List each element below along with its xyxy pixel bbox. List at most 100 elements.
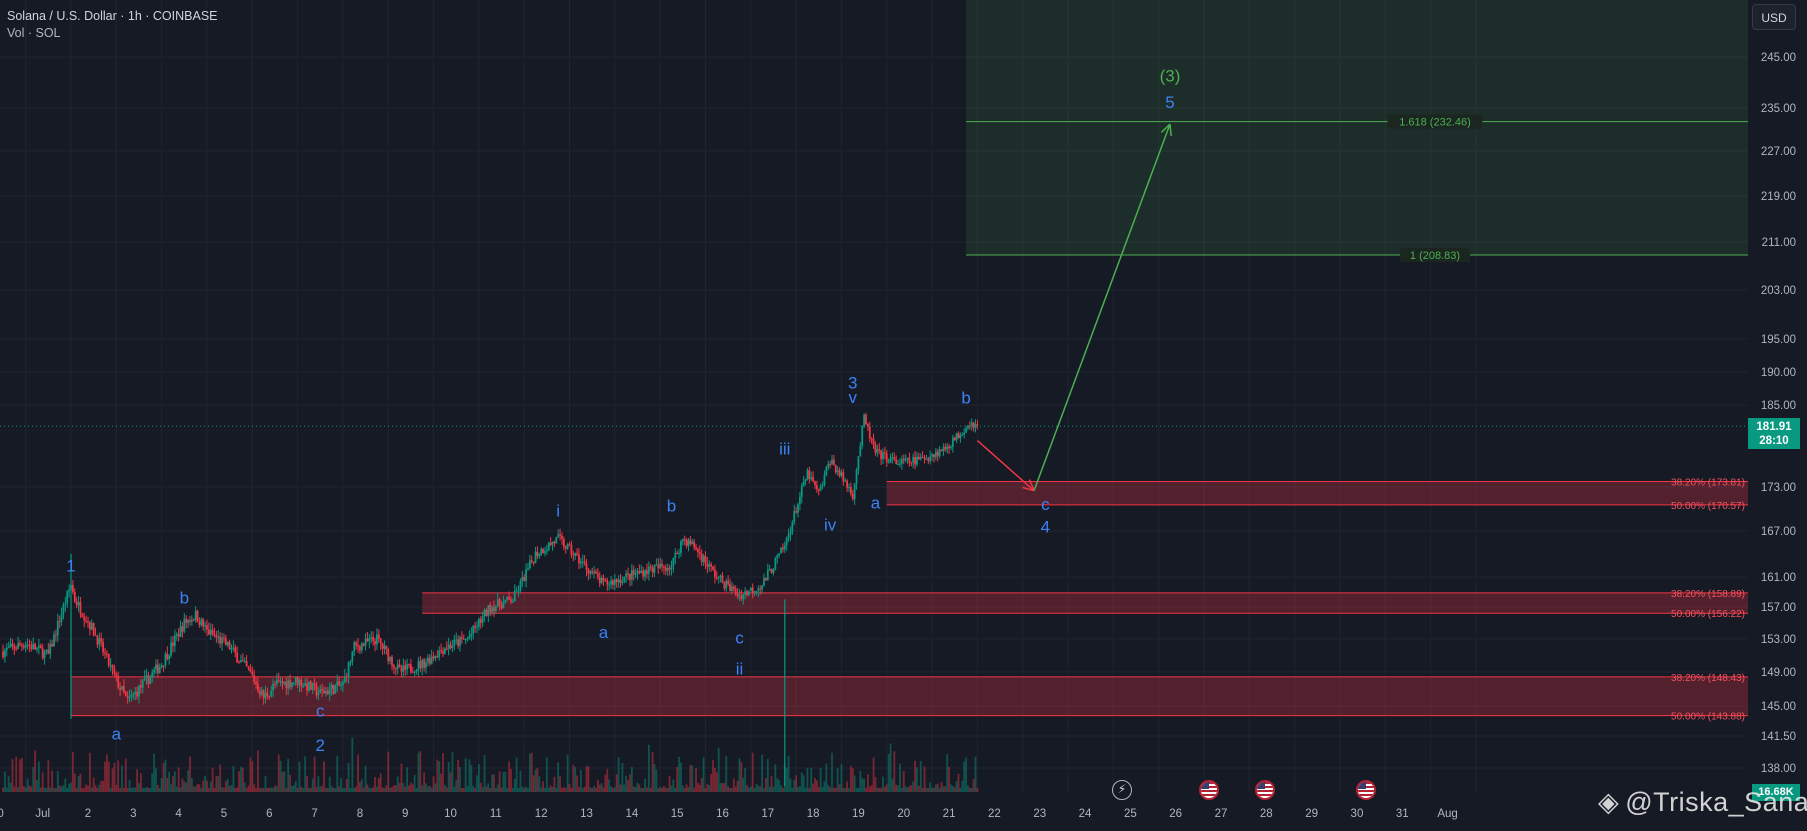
candle-body bbox=[41, 648, 44, 659]
candle-body bbox=[725, 580, 728, 589]
volume-bar bbox=[685, 784, 688, 792]
candle-body bbox=[268, 695, 271, 697]
candle-body bbox=[527, 568, 529, 570]
candle-body bbox=[302, 685, 305, 687]
candle-body bbox=[308, 681, 310, 691]
volume-bar bbox=[21, 757, 23, 792]
candle-body bbox=[289, 680, 291, 688]
volume-bar bbox=[296, 787, 299, 792]
candle-body bbox=[734, 588, 737, 594]
fib-zone-label: 38.20% (148.43) bbox=[1671, 673, 1745, 684]
candle-body bbox=[391, 656, 393, 666]
volume-bar bbox=[468, 759, 471, 792]
us-flag-event-icon[interactable] bbox=[1199, 780, 1219, 800]
candle-body bbox=[181, 626, 184, 632]
candle-body bbox=[245, 660, 248, 667]
volume-bar bbox=[430, 787, 433, 792]
candle-body bbox=[715, 577, 718, 579]
volume-bar bbox=[183, 781, 186, 792]
candle-body bbox=[861, 426, 864, 446]
volume-bar bbox=[287, 758, 290, 792]
candle-body bbox=[217, 636, 220, 638]
volume-bar bbox=[370, 787, 373, 792]
volume-bar bbox=[849, 766, 852, 792]
candle-body bbox=[432, 656, 435, 659]
volume-bar bbox=[236, 787, 239, 792]
volume-bar bbox=[255, 787, 257, 792]
price-tick: 145.00 bbox=[1761, 701, 1796, 713]
currency-button[interactable]: USD bbox=[1752, 4, 1796, 30]
candle-body bbox=[410, 664, 412, 672]
candle-body bbox=[619, 579, 622, 583]
volume-bar bbox=[15, 756, 18, 792]
volume-bar bbox=[528, 753, 531, 792]
volume-bar bbox=[139, 773, 142, 792]
candle-body bbox=[94, 634, 97, 636]
up-arrow-head bbox=[1160, 123, 1171, 133]
candle-body bbox=[883, 452, 886, 454]
time-tick: 14 bbox=[625, 808, 638, 820]
symbol-title[interactable]: Solana / U.S. Dollar · 1h · COINBASE bbox=[7, 9, 218, 23]
candle-body bbox=[581, 561, 584, 563]
candle-body bbox=[79, 602, 82, 614]
candle-body bbox=[965, 428, 967, 433]
candle-body bbox=[147, 675, 150, 684]
candle-body bbox=[547, 542, 550, 551]
volume-bar bbox=[725, 756, 728, 792]
candle-body bbox=[576, 553, 578, 555]
volume-bar bbox=[925, 787, 928, 792]
candle-body bbox=[636, 571, 639, 574]
volume-bar bbox=[551, 786, 554, 792]
candle-body bbox=[651, 567, 654, 573]
candle-body bbox=[534, 551, 537, 564]
volume-legend[interactable]: Vol · SOL bbox=[7, 26, 61, 40]
volume-bar bbox=[668, 776, 671, 792]
candle-body bbox=[130, 695, 133, 698]
candle-body bbox=[521, 577, 524, 582]
volume-bar bbox=[961, 780, 964, 792]
price-axis: 245.00 235.00 227.00 219.00 211.00 203.00 195.… bbox=[1748, 0, 1807, 831]
volume-bar bbox=[17, 787, 20, 792]
candle-body bbox=[731, 586, 733, 592]
volume-bar bbox=[846, 781, 849, 792]
replay-icon[interactable]: ⚡ bbox=[1112, 780, 1132, 800]
candle-body bbox=[5, 647, 8, 651]
volume-bar bbox=[629, 774, 631, 792]
time-tick: 20 bbox=[897, 808, 910, 820]
wave-label: v bbox=[849, 388, 858, 407]
candle-body bbox=[21, 645, 23, 647]
candle-body bbox=[51, 643, 54, 647]
candle-body bbox=[92, 623, 95, 635]
volume-bar bbox=[823, 781, 826, 792]
volume-bar bbox=[321, 785, 324, 792]
candle-body bbox=[406, 664, 409, 670]
volume-bar bbox=[540, 787, 543, 792]
volume-bar bbox=[192, 786, 195, 792]
candle-body bbox=[942, 447, 945, 452]
volume-bar bbox=[166, 777, 169, 792]
candle-body bbox=[919, 457, 922, 460]
volume-bar bbox=[372, 787, 375, 792]
candle-body bbox=[872, 438, 875, 445]
volume-bar bbox=[776, 778, 779, 792]
candle-body bbox=[477, 618, 480, 627]
volume-bar bbox=[368, 787, 371, 792]
volume-bar bbox=[557, 762, 560, 792]
volume-bar bbox=[202, 780, 205, 792]
candle-body bbox=[445, 648, 448, 650]
candle-body bbox=[430, 656, 433, 664]
volume-bar bbox=[107, 761, 110, 792]
candle-body bbox=[802, 481, 805, 486]
candle-body bbox=[544, 551, 546, 554]
volume-bar bbox=[723, 783, 726, 792]
volume-bar bbox=[844, 787, 847, 792]
volume-bar bbox=[802, 775, 805, 792]
us-flag-event-icon[interactable] bbox=[1255, 780, 1275, 800]
us-flag-event-icon[interactable] bbox=[1356, 780, 1376, 800]
candle-body bbox=[207, 629, 210, 635]
volume-bar bbox=[581, 787, 584, 792]
candle-body bbox=[336, 681, 339, 686]
volume-bar bbox=[834, 787, 837, 792]
candle-body bbox=[789, 532, 792, 535]
